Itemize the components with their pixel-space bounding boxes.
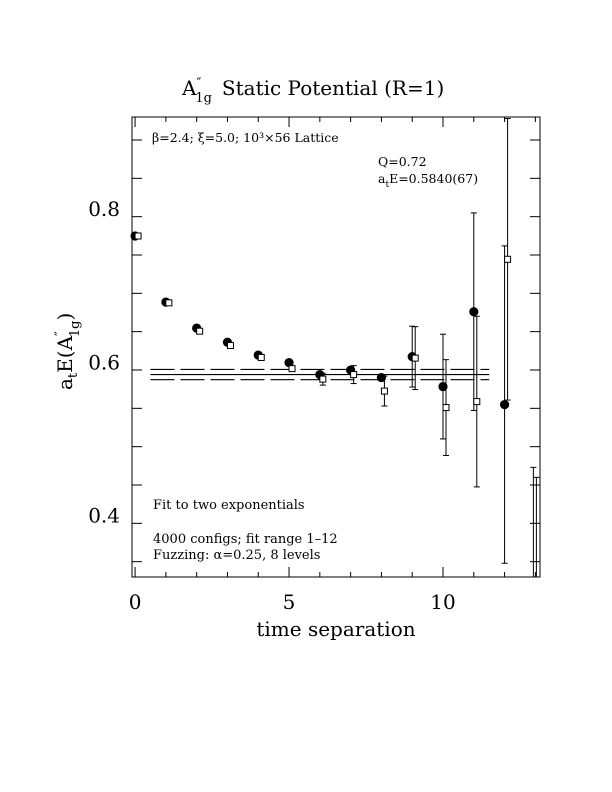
fuzzing-annotation: Fuzzing: α=0.25, 8 levels xyxy=(153,548,320,563)
chart-title: A″ 1g Static Potential (R=1) xyxy=(181,76,444,106)
data-point-circle xyxy=(284,358,294,368)
axis-tick-labels: 0 5 10 0.4 0.6 0.8 xyxy=(88,197,456,614)
data-point-circle xyxy=(469,307,479,317)
ylabel-sup: ″ xyxy=(53,331,68,336)
x-tick-label: 10 xyxy=(430,590,455,614)
ylabel-end: ) xyxy=(53,313,77,321)
energy-rest: E=0.5840(67) xyxy=(389,171,478,186)
y-tick-label: 0.4 xyxy=(88,504,120,528)
axis-ticks xyxy=(132,117,540,577)
fit-type-annotation: Fit to two exponentials xyxy=(153,498,305,513)
data-point-square xyxy=(196,327,204,335)
q-value: Q=0.72 xyxy=(378,154,427,169)
energy-prefix: a xyxy=(378,171,386,186)
data-point-square xyxy=(288,365,296,373)
data-point-square xyxy=(226,342,234,350)
ylabel-main: a xyxy=(53,378,77,390)
data-point-square xyxy=(473,398,481,406)
data-point-square xyxy=(319,375,327,383)
data-markers xyxy=(130,231,512,412)
data-point-circle xyxy=(438,381,448,392)
configs-annotation: 4000 configs; fit range 1–12 xyxy=(153,532,338,547)
title-sup: ″ xyxy=(196,76,201,91)
y-tick-label: 0.6 xyxy=(88,350,120,374)
ylabel-sub2: 1g xyxy=(68,321,83,338)
data-point-circle xyxy=(499,399,510,410)
energy-value: atE=0.5840(67) xyxy=(378,171,478,190)
data-point-square xyxy=(442,404,450,412)
data-point-square xyxy=(134,232,142,240)
ylabel-mid: E(A xyxy=(53,335,77,372)
data-point-square xyxy=(165,299,173,307)
title-main: A xyxy=(181,76,197,100)
data-point-square xyxy=(350,371,358,379)
lattice-annotation: β=2.4; ξ=5.0; 10³×56 Lattice xyxy=(152,130,339,145)
x-axis-label: time separation xyxy=(256,617,415,641)
data-point-circle xyxy=(376,372,387,383)
y-axis-label: atE(A″1g) xyxy=(53,313,83,390)
x-tick-label: 5 xyxy=(283,590,296,614)
energy-sub: t xyxy=(385,180,389,190)
data-point-square xyxy=(257,354,265,362)
x-tick-label: 0 xyxy=(129,590,142,614)
title-sub: 1g xyxy=(195,91,212,106)
data-point-square xyxy=(411,354,419,362)
ylabel-sub: t xyxy=(66,372,81,378)
plot-frame xyxy=(131,116,541,578)
error-bars xyxy=(319,118,540,577)
data-point-square xyxy=(504,255,512,263)
data-point-square xyxy=(380,387,388,395)
title-rest: Static Potential (R=1) xyxy=(222,76,444,100)
y-tick-label: 0.8 xyxy=(88,197,120,221)
